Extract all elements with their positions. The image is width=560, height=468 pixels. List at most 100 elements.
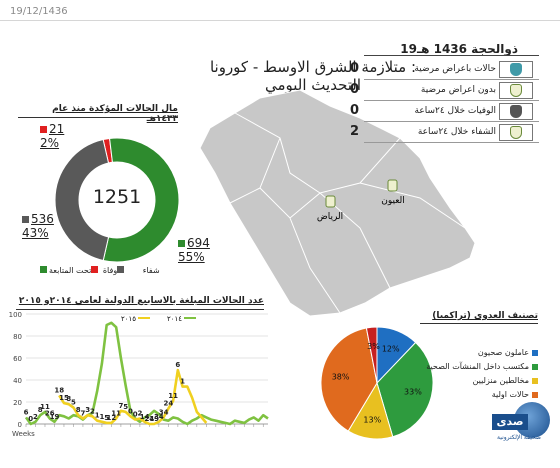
- donut-segment: [54, 138, 110, 262]
- data-label: 19: [50, 413, 60, 421]
- data-label: 49: [149, 415, 159, 423]
- y-tick-label: 20: [13, 399, 22, 407]
- stat-label: حالات باعراض مرضية: [414, 64, 496, 74]
- data-label: 5: [104, 414, 109, 422]
- title-line-2: التحديث اليومي: [264, 76, 362, 94]
- data-label: 12: [107, 414, 117, 422]
- shield-icon: [510, 84, 522, 97]
- donut-segment: [102, 137, 180, 263]
- donut-section-title: مال الحالات المؤكدة منذ عام ١٤٣٣هـ: [52, 104, 178, 124]
- stat-label: الوفيات خلال ٢٤ساعة: [414, 106, 496, 116]
- donut-chart: [54, 137, 180, 263]
- map-pin-riyadh: الرياض: [317, 195, 343, 222]
- data-label: 1: [95, 412, 100, 420]
- y-tick-label: 100: [9, 311, 22, 319]
- pie-slice: [365, 326, 378, 384]
- stat-row-asymptomatic: 0 بدون اعراض مرضية: [350, 81, 539, 101]
- data-label: 21: [144, 415, 154, 423]
- data-label: 34: [154, 413, 164, 421]
- data-label: 34: [159, 408, 169, 416]
- data-label: 11: [40, 403, 50, 411]
- stat-label: بدون اعراض مرضية: [420, 85, 496, 95]
- data-label: 11: [111, 410, 121, 418]
- stat-box: [499, 124, 533, 141]
- data-label: 0: [28, 415, 33, 423]
- y-tick-label: 80: [13, 333, 22, 341]
- data-label: 2: [90, 407, 95, 415]
- y-tick-label: 60: [13, 355, 22, 363]
- legend-label: ٢٠١٤: [167, 315, 182, 323]
- pie-legend-item: مكتسب داخل المنشآت الصحية: [420, 360, 538, 374]
- city-riyadh: الرياض: [317, 212, 343, 222]
- stat-box: [499, 103, 533, 120]
- stat-row-recovered: 2 الشفاء خلال ٢٤ساعة: [350, 123, 539, 143]
- stat-value: 0: [350, 61, 360, 76]
- data-label: 5: [123, 403, 128, 411]
- data-label: 0: [133, 411, 138, 419]
- series-line: [24, 321, 269, 426]
- pie-chart-title: تصنيف العدوى (تراكميا): [432, 311, 538, 321]
- data-label: 11: [168, 392, 178, 400]
- data-label: 6: [24, 408, 29, 416]
- data-label: 6: [175, 361, 180, 369]
- pie-legend-item: مخالطين منزليين: [420, 374, 538, 388]
- shield-icon: [510, 63, 522, 76]
- pie-slice-label: 12%: [382, 345, 400, 354]
- legend-deaths: وفاة: [102, 266, 118, 275]
- page-title: متلازمة الشرق الاوسط - كورونا : التحديث …: [208, 58, 418, 94]
- data-label: 5: [71, 399, 76, 407]
- stat-box: [499, 61, 533, 78]
- data-label: 8: [76, 406, 81, 414]
- data-label: 2: [137, 410, 142, 418]
- pie-slice-label: 38%: [332, 373, 350, 382]
- data-label: 18: [54, 386, 64, 394]
- donut-total: 1251: [92, 186, 142, 208]
- data-label: 7: [118, 402, 123, 410]
- map-pin-uyun: العيون: [381, 179, 405, 206]
- stat-row-symptomatic: 0 حالات باعراض مرضية: [350, 60, 539, 80]
- hijri-date: 19ذوالحجة 1436 هـ: [400, 42, 518, 56]
- y-tick-label: 0: [18, 421, 22, 429]
- saudi-map: الرياض العيون: [199, 89, 476, 317]
- sada-watermark-logo: صدى صحيفة الإلكترونية: [488, 400, 552, 460]
- stat-row-deaths: 0 الوفيات خلال ٢٤ساعة: [350, 102, 539, 122]
- shield-icon: [510, 105, 522, 118]
- donut-label-followup: 21 2%: [40, 122, 65, 150]
- x-axis-label: Weeks: [12, 430, 35, 438]
- data-label: 14: [140, 413, 150, 421]
- pie-legend-item: حالات اولية: [420, 388, 538, 402]
- stat-value: 0: [350, 82, 360, 97]
- data-label: 8: [66, 395, 71, 403]
- data-label: 3: [85, 406, 90, 414]
- y-tick-label: 40: [13, 377, 22, 385]
- data-label: 1: [99, 413, 104, 421]
- pie-slice-label: 13%: [363, 416, 381, 425]
- data-label: 2: [33, 413, 38, 421]
- pie-slice: [376, 341, 434, 438]
- donut-label-deaths: 536 43%: [22, 212, 54, 240]
- data-label: 26: [45, 410, 55, 418]
- pie-slice-label: 33%: [404, 388, 422, 397]
- city-uyun: العيون: [381, 196, 405, 206]
- stat-value: 0: [350, 103, 360, 118]
- line-chart-title: عدد الحالات المبلغة بالاسابيع الدولية لع…: [18, 296, 264, 306]
- data-label: 15: [59, 394, 69, 402]
- legend-label: ٢٠١٥: [121, 315, 136, 323]
- data-label: 1: [180, 378, 185, 386]
- top-divider: [0, 20, 560, 21]
- title-line-1: متلازمة الشرق الاوسط - كورونا :: [209, 58, 417, 76]
- data-label: 8: [38, 406, 43, 414]
- pie-legend-item: عاملون صحيون: [420, 346, 538, 360]
- data-label: 0: [128, 407, 133, 415]
- series-line: [58, 368, 208, 426]
- stat-label: الشفاء خلال ٢٤ساعة: [417, 127, 496, 137]
- stats-divider: [364, 55, 539, 56]
- shield-icon: [510, 126, 522, 139]
- donut-legend: شفاء وفاة تحت المتابعة: [40, 266, 174, 275]
- brand-text: صدى: [492, 414, 528, 430]
- data-label: 24: [163, 400, 173, 408]
- stat-value: 2: [350, 124, 360, 139]
- top-date: 19/12/1436: [10, 6, 68, 17]
- pie-slice-label: 3%: [367, 342, 380, 351]
